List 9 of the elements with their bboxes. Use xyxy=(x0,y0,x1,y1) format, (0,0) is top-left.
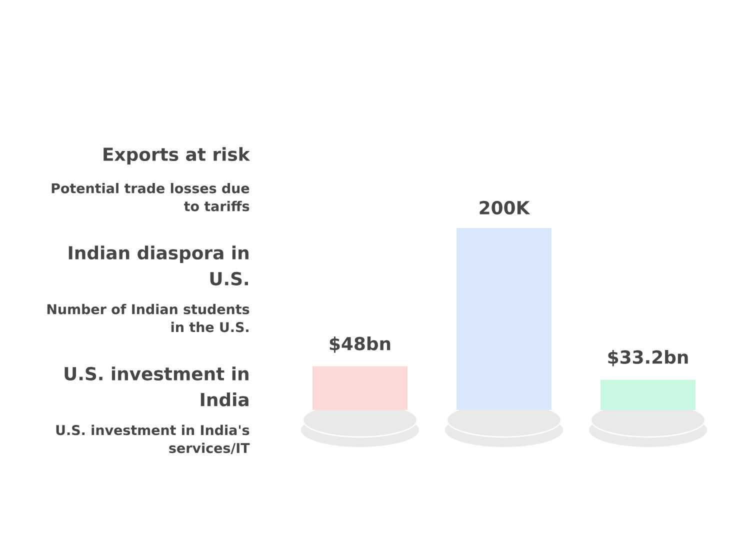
text: Potential trade losses due to tariffs xyxy=(52,182,250,212)
data-label: $48bn xyxy=(330,336,390,353)
data-label: 200K xyxy=(480,200,530,214)
text: Number of Indian students in the U.S. xyxy=(47,304,250,332)
text: U.S. investment in India xyxy=(64,366,248,406)
text: Exports at risk xyxy=(104,147,250,165)
data-label: $33.2bn xyxy=(608,350,688,366)
text: U.S. investment in India's services/IT xyxy=(56,424,250,454)
text: Indian diaspora in U.S. xyxy=(68,246,248,286)
